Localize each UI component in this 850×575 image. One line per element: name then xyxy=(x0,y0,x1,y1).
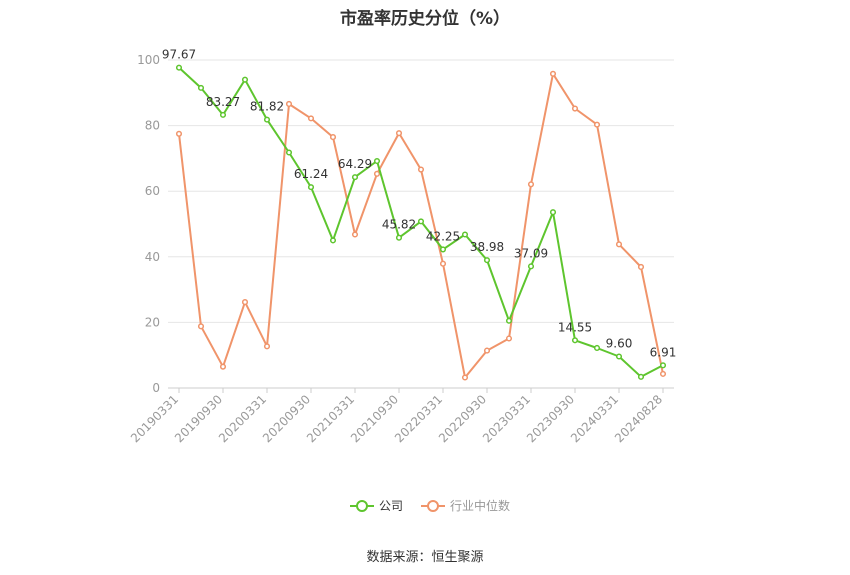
data-point[interactable] xyxy=(351,231,359,238)
data-point[interactable] xyxy=(593,344,601,352)
data-label: 6.91 xyxy=(650,345,677,359)
data-point[interactable] xyxy=(505,317,513,324)
legend-swatch-marker xyxy=(356,500,368,512)
data-point[interactable] xyxy=(549,209,557,216)
data-point[interactable] xyxy=(439,246,447,253)
data-point[interactable] xyxy=(615,241,623,248)
data-label: 61.24 xyxy=(294,167,328,181)
data-point[interactable] xyxy=(307,184,315,191)
chart-title: 市盈率历史分位（%） xyxy=(339,9,511,29)
data-point[interactable] xyxy=(263,116,271,123)
data-point[interactable] xyxy=(461,374,469,381)
data-label: 38.98 xyxy=(470,240,504,254)
legend-label: 行业中位数 xyxy=(450,498,510,513)
y-axis-ticks: 0 20 40 60 80 100 xyxy=(137,53,160,395)
data-point[interactable] xyxy=(637,263,645,271)
data-label: 81.82 xyxy=(250,100,284,114)
data-point[interactable] xyxy=(329,134,337,141)
data-point[interactable] xyxy=(527,263,535,270)
data-point[interactable] xyxy=(439,260,447,267)
data-point[interactable] xyxy=(263,343,271,350)
x-tick-label: 20240828 xyxy=(612,392,665,445)
data-label: 64.29 xyxy=(338,157,372,171)
data-point[interactable] xyxy=(527,181,535,188)
grid-lines xyxy=(168,59,674,323)
data-point[interactable] xyxy=(549,70,557,77)
data-point[interactable] xyxy=(373,157,381,165)
data-point[interactable] xyxy=(505,335,513,342)
data-point[interactable] xyxy=(175,64,183,71)
data-label: 9.60 xyxy=(606,337,633,351)
data-point[interactable] xyxy=(373,170,381,177)
source-note: 数据来源：恒生聚源 xyxy=(366,550,484,565)
data-point[interactable] xyxy=(571,105,579,112)
data-point[interactable] xyxy=(637,373,645,380)
data-point[interactable] xyxy=(351,174,359,181)
data-point[interactable] xyxy=(615,353,623,360)
data-point[interactable] xyxy=(659,362,667,369)
data-point[interactable] xyxy=(483,347,491,354)
y-tick-label: 100 xyxy=(137,53,160,67)
data-point[interactable] xyxy=(285,100,293,108)
data-label: 14.55 xyxy=(558,320,592,334)
data-point[interactable] xyxy=(593,121,601,128)
legend-swatch-marker xyxy=(427,500,439,512)
data-point[interactable] xyxy=(395,234,403,241)
data-point[interactable] xyxy=(329,237,337,244)
data-point[interactable] xyxy=(483,257,491,264)
data-point[interactable] xyxy=(395,130,403,137)
data-point[interactable] xyxy=(197,84,205,91)
data-point[interactable] xyxy=(571,337,579,344)
data-label: 37.09 xyxy=(514,246,548,260)
legend[interactable]: 公司 行业中位数 xyxy=(350,498,510,513)
legend-label: 公司 xyxy=(379,499,403,513)
data-point[interactable] xyxy=(307,115,315,122)
data-point[interactable] xyxy=(417,166,425,173)
data-label: 97.67 xyxy=(162,48,196,62)
data-label: 45.82 xyxy=(382,218,416,232)
data-point[interactable] xyxy=(659,370,667,377)
y-tick-label: 20 xyxy=(145,315,160,329)
series-layer xyxy=(175,64,667,381)
data-point[interactable] xyxy=(241,299,249,306)
y-tick-label: 80 xyxy=(145,119,160,133)
x-axis-ticks: 2019033120190930202003312020093020210331… xyxy=(128,388,665,445)
y-tick-label: 60 xyxy=(145,184,160,198)
data-label: 83.27 xyxy=(206,95,240,109)
y-tick-label: 0 xyxy=(152,381,160,395)
data-label: 42.25 xyxy=(426,229,460,243)
y-tick-label: 40 xyxy=(145,250,160,264)
data-point[interactable] xyxy=(285,149,293,156)
data-point[interactable] xyxy=(175,130,183,137)
data-point[interactable] xyxy=(461,231,469,238)
legend-item[interactable]: 行业中位数 xyxy=(421,498,510,513)
data-labels: 97.67 83.27 81.82 61.24 64.29 45.82 42.25 38.98… xyxy=(162,48,677,360)
data-point[interactable] xyxy=(219,111,227,118)
data-point[interactable] xyxy=(417,218,425,225)
data-point[interactable] xyxy=(219,363,227,370)
data-point[interactable] xyxy=(197,323,205,330)
legend-item[interactable]: 公司 xyxy=(350,499,403,513)
data-point[interactable] xyxy=(241,76,249,83)
